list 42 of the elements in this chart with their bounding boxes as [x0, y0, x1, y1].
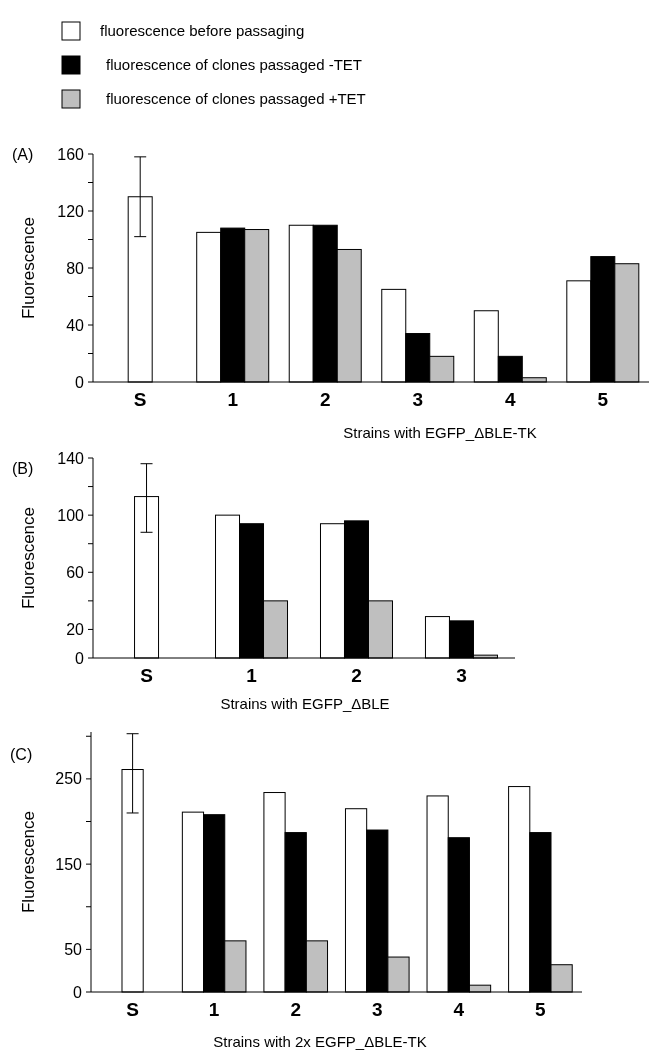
- y-tick-label: 20: [66, 621, 85, 639]
- x-tick-label: 1: [246, 665, 258, 686]
- y-tick-label: 160: [57, 145, 85, 163]
- y-axis-title: Fluorescence: [19, 506, 38, 610]
- x-tick-label: 4: [453, 999, 465, 1020]
- y-tick-label: 50: [64, 940, 83, 958]
- x-tick-label: 4: [505, 389, 516, 410]
- x-tick-label: 3: [371, 999, 383, 1020]
- x-tick-label: S: [140, 665, 153, 686]
- x-tick-label: 5: [597, 389, 609, 410]
- x-axis-title: Strains with EGFP_ΔBLE: [220, 695, 390, 712]
- y-axis-title: Fluorescence: [19, 810, 38, 914]
- y-axis-title: Fluorescence: [19, 216, 38, 320]
- x-tick-label: 3: [412, 389, 424, 410]
- y-tick-label: 80: [66, 259, 85, 277]
- x-tick-label: 5: [535, 999, 547, 1020]
- x-tick-label: S: [133, 389, 147, 410]
- y-tick-label: 60: [66, 563, 85, 581]
- text: (C): [10, 746, 33, 763]
- y-tick-label: 0: [75, 649, 85, 667]
- x-tick-label: 2: [351, 665, 362, 686]
- x-tick-label: S: [126, 999, 139, 1020]
- y-tick-label: 100: [57, 506, 85, 524]
- chart-title: (B): [12, 460, 34, 477]
- x-tick-label: 3: [456, 665, 467, 686]
- y-tick-label: 0: [73, 983, 83, 1001]
- legend-label: fluorescence before passaging: [100, 22, 305, 40]
- y-tick-label: 0: [75, 373, 85, 391]
- y-tick-label: 150: [55, 855, 83, 873]
- x-axis-title: Strains with EGFP_ΔBLE-TK: [343, 424, 537, 441]
- x-axis-title: Strains with 2x EGFP_ΔBLE-TK: [213, 1033, 427, 1050]
- y-tick-label: 40: [66, 316, 85, 334]
- x-tick-label: 2: [290, 999, 302, 1020]
- x-tick-label: 2: [319, 389, 331, 410]
- y-tick-label: 120: [57, 202, 85, 220]
- x-tick-label: 1: [227, 389, 239, 410]
- y-tick-label: 140: [57, 449, 85, 467]
- chart-title: (A): [12, 146, 34, 163]
- y-tick-label: 250: [55, 770, 83, 788]
- legend-label: fluorescence of clones passaged -TET: [106, 56, 362, 74]
- legend-label: fluorescence of clones passaged +TET: [106, 90, 366, 108]
- x-tick-label: 1: [208, 999, 220, 1020]
